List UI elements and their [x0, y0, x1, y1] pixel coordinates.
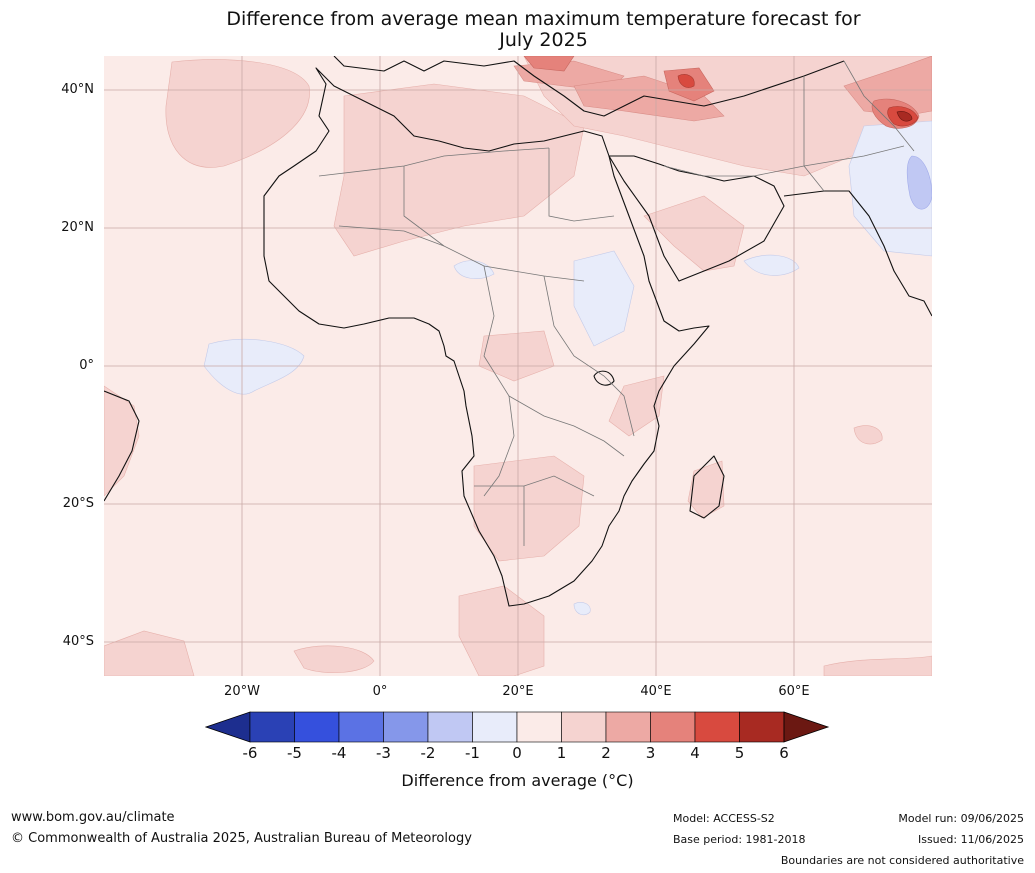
south-atlantic-warm — [458, 585, 545, 676]
gulf-of-guinea-cool — [203, 339, 305, 395]
colorbar-tick-minus1: -1 — [465, 744, 480, 762]
colorbar-swatch-2-3 — [605, 711, 651, 743]
lat-label-40n: 40°N — [61, 82, 94, 97]
colorbar-tick-minus5: -5 — [287, 744, 302, 762]
footer-base-period: Base period: 1981-2018 — [673, 833, 806, 846]
colorbar-tick-6: 6 — [779, 744, 789, 762]
colorbar-swatch-0-1 — [516, 711, 562, 743]
colorbar-svg — [204, 711, 830, 743]
lon-label-20e: 20°E — [502, 684, 534, 699]
colorbar-swatch-minus1-0 — [472, 711, 518, 743]
south-indian-ocean-cool — [573, 602, 591, 616]
colorbar-swatch-below-minus6 — [204, 711, 251, 743]
map-panel[interactable] — [104, 56, 932, 676]
south-asia-coastline — [783, 190, 932, 317]
south-america-warm — [104, 385, 140, 497]
indian-ocean-south-warm — [823, 655, 932, 676]
country-borders — [318, 60, 915, 546]
lat-label-40s: 40°S — [62, 634, 94, 649]
colorbar-swatch-above-6 — [783, 711, 830, 743]
lat-label-20n: 20°N — [61, 220, 94, 235]
congo-warm — [478, 330, 555, 382]
border-maghreb — [318, 147, 550, 177]
sahel-cool — [453, 260, 495, 279]
colorbar-tick-1: 1 — [556, 744, 567, 762]
lat-label-20s: 20°S — [62, 496, 94, 511]
colorbar-swatch-5-6 — [739, 711, 785, 743]
colorbar-tick-2: 2 — [601, 744, 611, 762]
lon-label-20w: 20°W — [224, 684, 260, 699]
colorbar-tick-0: 0 — [512, 744, 522, 762]
lon-label-40e: 40°E — [640, 684, 672, 699]
anatolia-warmer — [573, 75, 725, 122]
east-africa-cool — [573, 250, 635, 347]
arabia-warm — [643, 195, 745, 272]
madagascar-coastline — [689, 455, 725, 519]
central-asia-warmer — [843, 56, 932, 117]
colorbar-swatch-4-5 — [694, 711, 740, 743]
anomaly-0-to-minus1-regions — [203, 120, 932, 616]
sahara-warm — [333, 83, 585, 257]
colorbar-swatch-minus4-minus3 — [338, 711, 384, 743]
border-south-central — [508, 395, 625, 457]
india-cooler — [906, 155, 932, 210]
colorbar-tick-minus4: -4 — [331, 744, 347, 762]
mediterranean-coastline — [333, 56, 845, 117]
coastlines — [104, 56, 932, 607]
chart-title: Difference from average mean maximum tem… — [0, 9, 1035, 51]
colorbar-tick-minus3: -3 — [376, 744, 391, 762]
africa-coastline — [263, 67, 710, 607]
anomaly-map[interactable] — [104, 56, 932, 676]
lat-label-equator: 0° — [79, 358, 94, 373]
footer-website-link[interactable]: www.bom.gov.au/climate — [11, 810, 175, 825]
lon-label-60e: 60°E — [778, 684, 810, 699]
footer-model: Model: ACCESS-S2 — [673, 812, 775, 825]
title-line-1: Difference from average mean maximum tem… — [226, 8, 861, 30]
anomaly-minus1-to-minus2-regions — [906, 155, 932, 210]
border-east — [543, 275, 635, 437]
footer-disclaimer: Boundaries are not considered authoritat… — [780, 854, 1024, 867]
indian-ocean-patch-warm — [853, 425, 883, 445]
karakoram-extreme — [896, 111, 913, 122]
gridlines — [104, 56, 932, 676]
anomaly-5-plus-regions — [896, 111, 913, 122]
arabian-sea-cool — [743, 254, 800, 276]
colorbar-swatch-minus2-minus1 — [427, 711, 473, 743]
border-libya-egypt — [548, 148, 615, 222]
title-line-2: July 2025 — [499, 29, 588, 51]
colorbar-swatch-minus6-minus5 — [249, 711, 295, 743]
colorbar-swatch-3-4 — [650, 711, 696, 743]
colorbar-tick-4: 4 — [690, 744, 700, 762]
arabia-coastline — [608, 155, 785, 282]
eastern-europe-hot — [523, 56, 575, 72]
colorbar-label: Difference from average (°C) — [401, 771, 634, 790]
southern-ocean-warm — [293, 645, 375, 673]
colorbar — [204, 711, 830, 743]
atlantic-north-warm — [165, 59, 310, 168]
border-middle-east — [663, 145, 905, 177]
footer-copyright: © Commonwealth of Australia 2025, Austra… — [11, 831, 472, 846]
caspian-very-hot — [677, 74, 695, 88]
footer-model-run: Model run: 09/06/2025 — [898, 812, 1024, 825]
southern-africa-warm — [473, 455, 585, 562]
colorbar-tick-minus2: -2 — [420, 744, 436, 762]
border-iran — [803, 76, 825, 192]
border-central-asia — [843, 60, 915, 152]
east-africa-warm — [608, 375, 665, 437]
lon-label-0: 0° — [372, 684, 388, 699]
south-america-coastline — [104, 390, 140, 502]
colorbar-tick-3: 3 — [645, 744, 656, 762]
border-algeria-mali — [403, 166, 445, 247]
colorbar-swatch-minus5-minus4 — [294, 711, 340, 743]
colorbar-tick-minus6: -6 — [242, 744, 258, 762]
border-southern — [474, 475, 595, 497]
lake-victoria — [593, 370, 615, 386]
colorbar-swatch-1-2 — [561, 711, 607, 743]
colorbar-swatch-minus3-minus2 — [383, 711, 429, 743]
footer-issued: Issued: 11/06/2025 — [917, 833, 1024, 846]
colorbar-tick-5: 5 — [734, 744, 745, 762]
